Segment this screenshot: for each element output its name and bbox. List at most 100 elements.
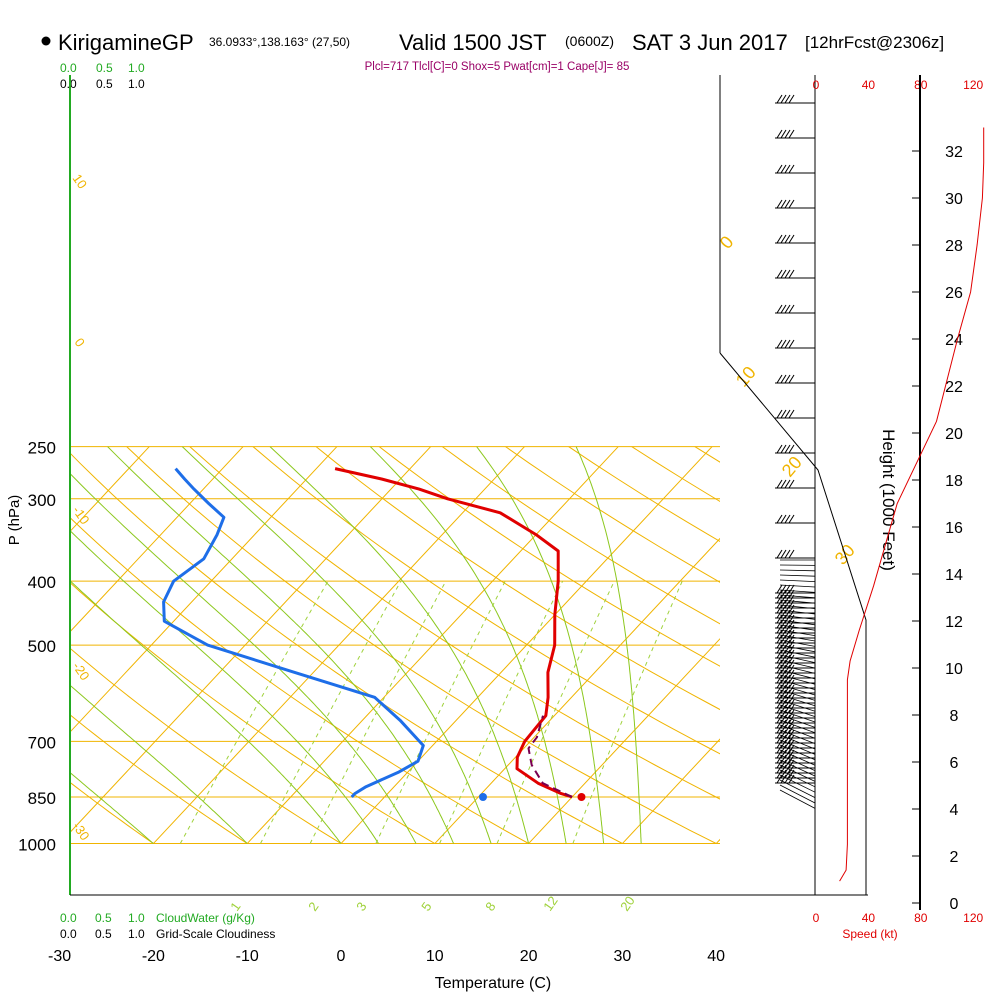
wind-barb-staff — [779, 769, 816, 788]
wind-barb-flag — [788, 164, 795, 174]
bottom-cloudiness-tick: 0.5 — [95, 927, 112, 941]
wind-barb-flag — [776, 709, 783, 719]
dry-adiabat-line — [821, 447, 1000, 844]
wind-barb-flag — [780, 599, 787, 609]
wind-barb-staff — [779, 649, 816, 658]
wind-barb-flag — [788, 514, 795, 524]
isotherm-line — [70, 446, 432, 834]
wind-barb-flag — [784, 269, 791, 279]
wind-barb-flag — [776, 654, 783, 664]
wind-barb-flag — [784, 744, 791, 754]
wind-barb-staff — [779, 759, 816, 777]
wind-barb-flag — [788, 684, 795, 694]
dry-adiabat-label: -20 — [70, 659, 93, 683]
top-cloud-tick: 0.5 — [96, 61, 113, 75]
height-tick-label: 18 — [945, 473, 963, 490]
wind-barb-flag — [780, 614, 787, 624]
wind-barb-flag — [776, 164, 783, 174]
dry-adiabat-line — [70, 714, 248, 844]
x-tick-label: 10 — [426, 948, 444, 965]
mixing-ratio-label: 12 — [540, 893, 561, 913]
height-tick-label: 0 — [950, 896, 959, 913]
wind-barb-flag — [784, 409, 791, 419]
wind-barb-staff — [779, 714, 816, 728]
dry-adiabat-line — [126, 446, 717, 844]
isotherm-line — [153, 446, 525, 844]
wind-barb-flag — [780, 754, 787, 764]
moist-adiabat-line — [70, 684, 248, 844]
stability-indices: Plcl=717 Tlcl[C]=0 Shox=5 Pwat[cm]=1 Cap… — [365, 61, 630, 73]
wind-barb-flag — [788, 374, 795, 384]
wind-barb-flag — [776, 684, 783, 694]
wind-barb-flag — [784, 599, 791, 609]
dry-adiabat-line — [505, 446, 720, 583]
wind-barb-staff — [779, 774, 816, 793]
wind-barb-flag — [788, 269, 795, 279]
wind-barb-flag — [776, 634, 783, 644]
mixing-ratio-label: 20 — [617, 893, 638, 913]
wind-barb-flag — [780, 734, 787, 744]
wind-barb-flag — [780, 199, 787, 209]
wind-barb-flag — [788, 589, 795, 599]
wind-barb-flag — [776, 669, 783, 679]
wind-barb-staff — [779, 624, 816, 631]
wind-barb-staff — [779, 599, 816, 604]
wind-barb-staff — [779, 579, 816, 582]
dry-adiabat-line — [70, 781, 154, 844]
wind-barb-flag — [780, 774, 787, 784]
wind-barb-flag — [788, 734, 795, 744]
moist-adiabat-line — [70, 771, 154, 844]
wind-barb-flag — [788, 754, 795, 764]
wind-barb-flag — [776, 694, 783, 704]
parcel-line — [527, 715, 573, 798]
temperature-line — [334, 467, 573, 799]
wind-barb-staff — [779, 669, 816, 680]
wind-barb-flag — [776, 754, 783, 764]
wind-barb-flag — [780, 609, 787, 619]
wind-barb-staff — [779, 589, 816, 593]
isotherm-line — [715, 838, 720, 844]
moist-adiabat-line — [476, 446, 605, 844]
height-tick-label: 28 — [945, 238, 963, 255]
valid-zulu: (0600Z) — [565, 33, 614, 49]
wind-barb-flag — [776, 514, 783, 524]
wind-barb-staff — [779, 709, 816, 723]
wind-barb-staff — [779, 674, 816, 685]
wind-barb-flag — [788, 689, 795, 699]
y-axis-label: P (hPa) — [6, 495, 23, 546]
wind-barb-flag — [776, 129, 783, 139]
wind-barb-flag — [788, 669, 795, 679]
wind-barb-staff — [779, 784, 816, 804]
wind-barb-flag — [788, 129, 795, 139]
wind-barb-flag — [784, 339, 791, 349]
wind-barb-flag — [780, 749, 787, 759]
station-marker-icon — [41, 36, 51, 46]
wind-barb-flag — [784, 719, 791, 729]
wind-barb-flag — [776, 629, 783, 639]
height-tick-label: 6 — [950, 755, 959, 772]
wind-barb-staff — [779, 754, 816, 771]
dry-adiabat-label: 10 — [70, 171, 91, 191]
wind-barb-staff — [779, 679, 816, 690]
dry-adiabat-line — [70, 452, 623, 844]
wind-barb-flag — [780, 629, 787, 639]
speed-tick-top: 40 — [862, 78, 876, 92]
speed-tick-top: 0 — [813, 78, 820, 92]
wind-barb-flag — [776, 734, 783, 744]
height-tick-label: 12 — [945, 614, 963, 631]
mixing-ratio-line — [309, 580, 447, 844]
height-tick-label: 16 — [945, 520, 963, 537]
wind-barb-flag — [776, 304, 783, 314]
wind-barb-flag — [780, 759, 787, 769]
bottom-cloud-tick: 0.0 — [60, 911, 77, 925]
height-tick-label: 4 — [950, 802, 959, 819]
y-tick-label: 300 — [28, 491, 56, 510]
wind-barb-flag — [784, 754, 791, 764]
wind-barb-staff — [779, 639, 816, 647]
wind-barb-staff — [779, 609, 816, 615]
moist-adiabat-label: 10 — [732, 362, 760, 390]
wind-barb-flag — [788, 584, 795, 594]
wind-barb-flag — [780, 304, 787, 314]
wind-barb-flag — [776, 339, 783, 349]
